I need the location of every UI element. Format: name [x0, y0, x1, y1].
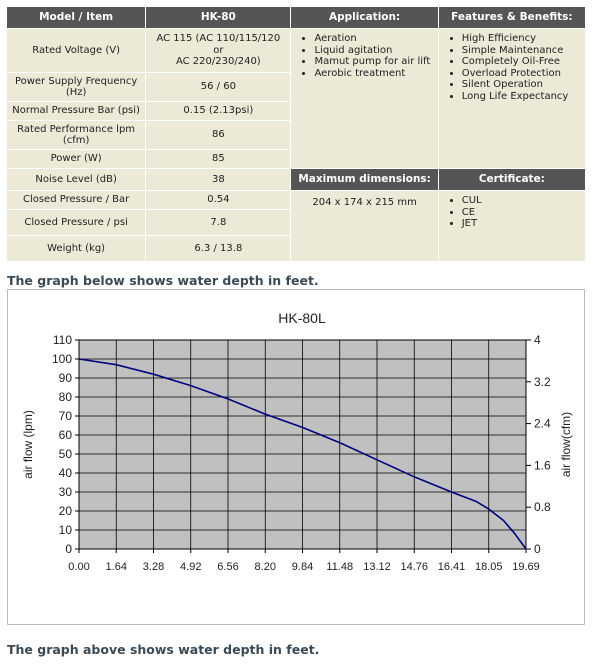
- y-tick-label: 90: [59, 371, 73, 385]
- certificate-item: JET: [462, 218, 582, 230]
- x-tick-label: 19.69: [512, 561, 540, 573]
- y-tick-label: 30: [59, 485, 73, 499]
- header-model: HK-80: [146, 7, 291, 28]
- feature-item: Completely Oil-Free: [462, 56, 582, 68]
- value-noise-level: 38: [146, 169, 291, 190]
- value-rated-performance: 86: [146, 121, 291, 149]
- x-tick-label: 16.41: [438, 561, 466, 573]
- application-list: AerationLiquid agitationMamut pump for a…: [294, 33, 434, 79]
- y-tick-label: 60: [59, 428, 73, 442]
- application-list-cell: AerationLiquid agitationMamut pump for a…: [291, 29, 438, 168]
- label-power-frequency: Power Supply Frequency (Hz): [7, 73, 146, 101]
- chart-frame: HK-80L 0.00 1.64 3.28 4.92 6.56 8.20 9.84 11.48…: [7, 289, 585, 625]
- application-item: Liquid agitation: [314, 45, 434, 57]
- y-tick-label: 80: [59, 390, 73, 404]
- voltage-line-1: AC 115 (AC 110/115/120: [156, 33, 281, 45]
- label-rated-performance: Rated Performance lpm (cfm): [7, 121, 146, 149]
- caption-bottom: The graph above shows water depth in fee…: [7, 642, 320, 657]
- header-application: Application:: [291, 7, 438, 28]
- axes: 0.00 1.64 3.28 4.92 6.56 8.20 9.84 11.48 13.12 14…: [52, 333, 551, 573]
- certificate-item: CUL: [462, 195, 582, 207]
- label-closed-pressure-bar: Closed Pressure / Bar: [7, 191, 146, 209]
- feature-item: High Efficiency: [462, 33, 582, 45]
- application-item: Aeration: [314, 33, 434, 45]
- y-tick-label: 40: [59, 466, 73, 480]
- certificate-list-cell: CULCEJET: [438, 191, 585, 261]
- series-group: [78, 358, 527, 550]
- label-power: Power (W): [7, 150, 146, 168]
- value-weight: 6.3 / 13.8: [146, 236, 291, 261]
- feature-item: Long Life Expectancy: [462, 91, 582, 103]
- x-tick-label: 6.56: [217, 561, 238, 573]
- grid-lines: [79, 340, 526, 549]
- feature-item: Simple Maintenance: [462, 45, 582, 57]
- value-power: 85: [146, 150, 291, 168]
- frequency-label-line-2: (Hz): [65, 87, 87, 98]
- value-closed-pressure-psi: 7.8: [146, 210, 291, 235]
- y2-tick-label: 2.4: [534, 417, 551, 431]
- y-tick-label: 10: [59, 523, 73, 537]
- x-tick-label: 0.00: [68, 561, 89, 573]
- features-list-cell: High EfficiencySimple MaintenanceComplet…: [438, 29, 585, 168]
- header-certificate: Certificate:: [438, 169, 585, 190]
- y-tick-label: 50: [59, 447, 73, 461]
- dimensions-value: 204 x 174 x 215 mm: [291, 191, 438, 261]
- value-closed-pressure-bar: 0.54: [146, 191, 291, 209]
- voltage-line-2: or: [213, 44, 224, 56]
- label-closed-pressure-psi: Closed Pressure / psi: [7, 210, 146, 235]
- feature-item: Silent Operation: [462, 79, 582, 91]
- header-features: Features & Benefits:: [438, 7, 585, 28]
- y-tick-label: 110: [53, 333, 72, 347]
- x-tick-label: 8.20: [255, 561, 276, 573]
- x-tick-label: 18.05: [475, 561, 503, 573]
- caption-top: The graph below shows water depth in fee…: [7, 273, 319, 288]
- x-tick-label: 3.28: [143, 561, 164, 573]
- y2-tick-label: 4: [534, 333, 541, 347]
- y2-tick-label: 0.8: [534, 500, 551, 514]
- y2-axis-label: air flow(cfm): [559, 412, 573, 477]
- y2-tick-label: 3.2: [534, 375, 551, 389]
- y2-tick-label: 1.6: [534, 458, 551, 472]
- x-tick-label: 9.84: [292, 561, 313, 573]
- value-rated-voltage: AC 115 (AC 110/115/120 or AC 220/230/240…: [146, 29, 291, 72]
- label-noise-level: Noise Level (dB): [7, 169, 146, 190]
- label-weight: Weight (kg): [7, 236, 146, 261]
- label-rated-voltage: Rated Voltage (V): [7, 29, 146, 72]
- y-tick-label: 70: [59, 409, 73, 423]
- frequency-label-line-1: Power Supply Frequency: [14, 75, 138, 87]
- y-axis-label: air flow (lpm): [21, 410, 35, 479]
- y-tick-label: 20: [59, 504, 73, 518]
- features-list: High EfficiencySimple MaintenanceComplet…: [442, 33, 582, 102]
- x-tick-label: 4.92: [180, 561, 201, 573]
- x-tick-label: 14.76: [400, 561, 428, 573]
- certificate-item: CE: [462, 207, 582, 219]
- header-max-dimensions: Maximum dimensions:: [291, 169, 438, 190]
- airflow-chart: HK-80L 0.00 1.64 3.28 4.92 6.56 8.20 9.84 11.48…: [21, 310, 573, 573]
- application-item: Aerobic treatment: [314, 68, 434, 80]
- value-normal-pressure: 0.15 (2.13psi): [146, 102, 291, 120]
- application-item: Mamut pump for air lift: [314, 56, 434, 68]
- feature-item: Overload Protection: [462, 68, 582, 80]
- chart-title: HK-80L: [278, 310, 326, 326]
- performance-label-line-1: Rated Performance lpm: [17, 123, 136, 135]
- y-tick-label: 100: [52, 352, 72, 366]
- performance-label-line-2: (cfm): [62, 135, 90, 146]
- header-model-item: Model / Item: [7, 7, 146, 28]
- x-tick-label: 13.12: [363, 561, 391, 573]
- airflow-series-line: [78, 358, 527, 550]
- label-normal-pressure: Normal Pressure Bar (psi): [7, 102, 146, 120]
- voltage-line-3: AC 220/230/240): [175, 56, 261, 68]
- y2-tick-label: 0: [534, 542, 541, 556]
- x-tick-label: 11.48: [326, 561, 353, 573]
- value-power-frequency: 56 / 60: [146, 73, 291, 101]
- spec-table: Model / Item HK-80 Application: Features…: [6, 6, 586, 262]
- y-tick-label: 0: [65, 542, 72, 556]
- x-tick-label: 1.64: [106, 561, 127, 573]
- certificate-list: CULCEJET: [442, 195, 582, 230]
